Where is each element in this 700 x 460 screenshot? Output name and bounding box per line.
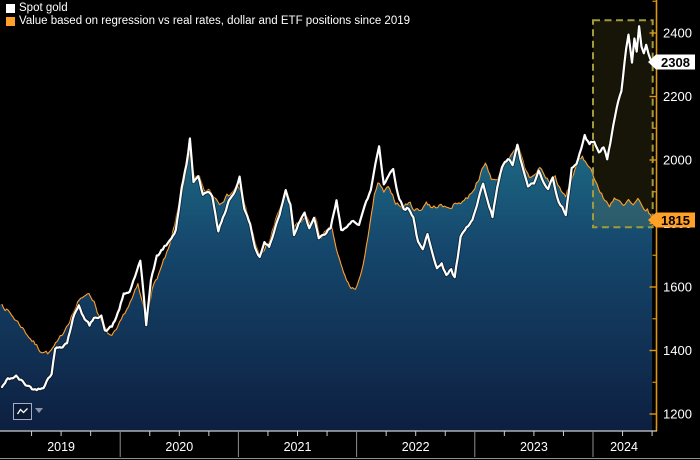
spot-price-badge: 2308 (648, 54, 695, 70)
year-label: 2021 (284, 440, 312, 454)
legend-item-spot-gold: Spot gold (6, 2, 410, 15)
y-axis-tick-label: 2400 (663, 26, 692, 41)
y-axis-tick-label: 1400 (663, 343, 692, 358)
highlight-box-border (592, 19, 654, 229)
year-label: 2023 (520, 440, 548, 454)
year-label: 2022 (402, 440, 430, 454)
y-axis-tick-label: 2000 (663, 153, 692, 168)
legend-label-model-value: Value based on regression vs real rates,… (19, 15, 411, 27)
legend-label-spot-gold: Spot gold (19, 2, 68, 14)
spot-price-badge-value: 2308 (661, 55, 690, 70)
y-axis-tick-label: 1600 (663, 280, 692, 295)
model-price-badge-value: 1815 (661, 213, 690, 228)
model-price-badge: 1815 (648, 212, 695, 228)
spot-gold-line (0, 25, 654, 392)
x-axis: 2019 2020 2021 2022 2023 2024 (0, 430, 700, 459)
year-label: 2020 (165, 440, 193, 454)
chart-type-button[interactable] (13, 403, 32, 420)
chart-type-dropdown[interactable] (33, 404, 45, 417)
legend: Spot gold Value based on regression vs r… (6, 2, 410, 28)
chevron-down-icon (35, 408, 43, 413)
year-label: 2024 (610, 440, 638, 454)
year-label: 2019 (47, 440, 75, 454)
legend-item-model-value: Value based on regression vs real rates,… (6, 15, 410, 28)
model-value-area (0, 145, 653, 431)
spot-gold-swatch-icon (6, 4, 15, 13)
model-value-swatch-icon (6, 17, 15, 26)
y-axis-tick-label: 2200 (663, 89, 692, 104)
line-chart-icon (16, 408, 28, 415)
y-axis-tick-label: 1200 (663, 407, 692, 422)
